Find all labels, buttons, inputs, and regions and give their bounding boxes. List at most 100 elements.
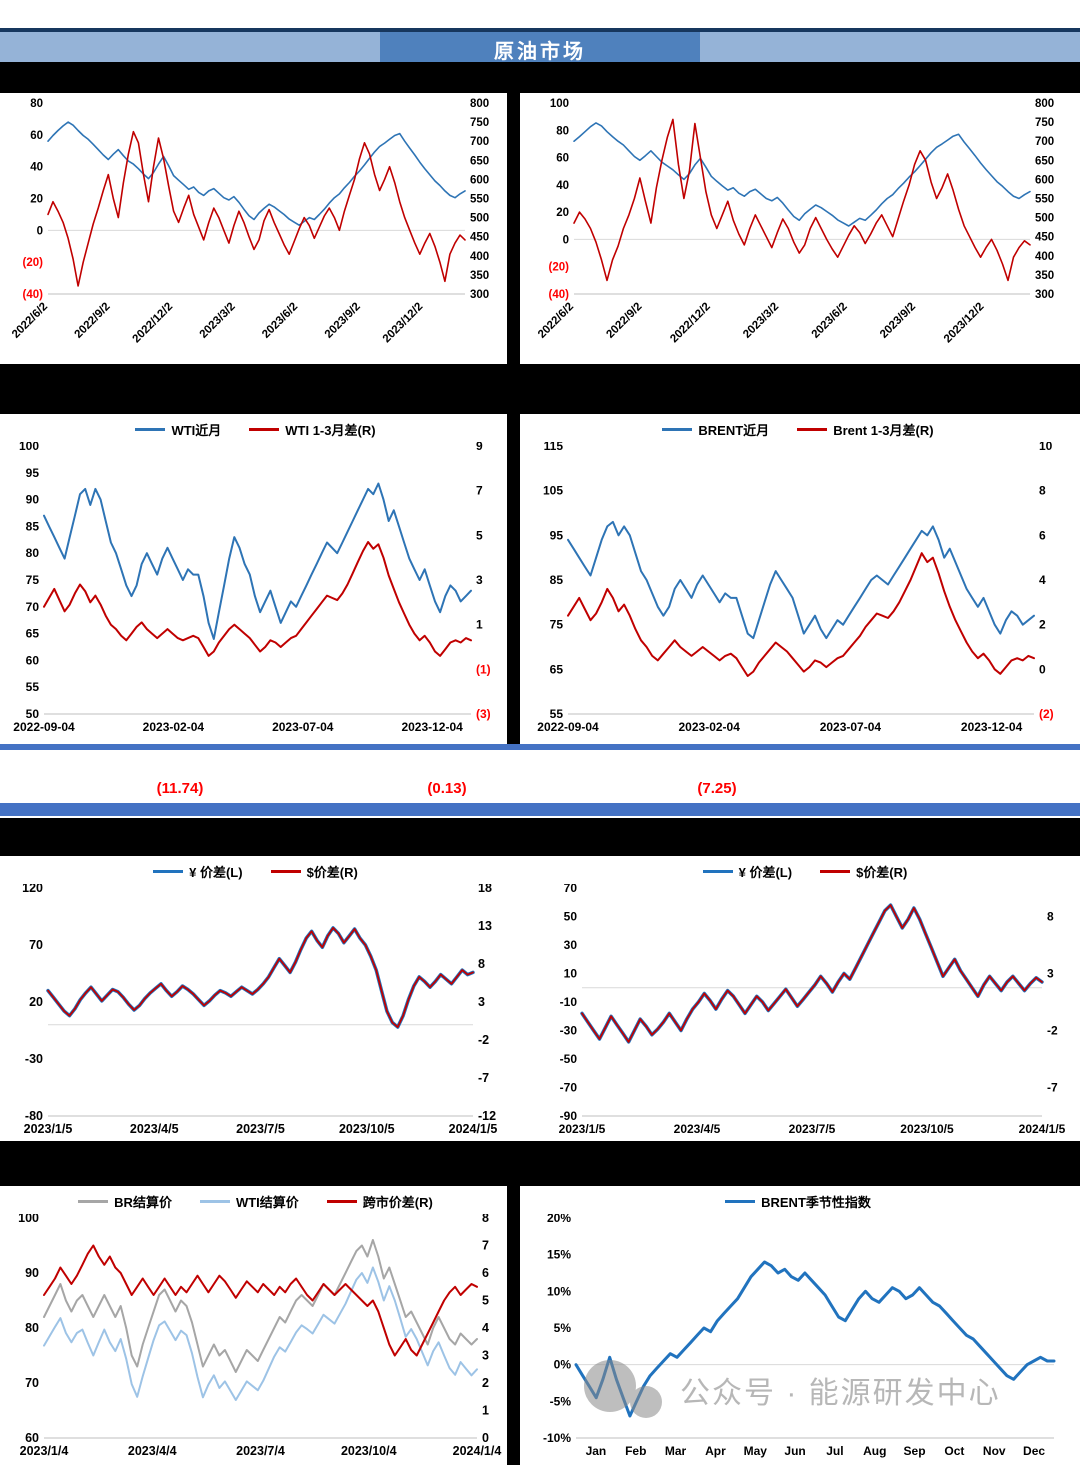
svg-text:2024/1/5: 2024/1/5 bbox=[449, 1122, 498, 1136]
svg-text:2023-02-04: 2023-02-04 bbox=[143, 720, 205, 734]
legend-item: ¥ 价差(L) bbox=[702, 862, 792, 881]
chart-plot: 100 95 90 85 80 75 70 65 60 55 50 9 7 5 3 1 (1) (3) 2022-0… bbox=[4, 442, 507, 740]
svg-text:2023/1/4: 2023/1/4 bbox=[20, 1444, 69, 1458]
svg-text:2023/10/5: 2023/10/5 bbox=[900, 1122, 954, 1136]
chart-legend: BRENT近月 Brent 1-3月差(R) bbox=[520, 416, 1076, 442]
svg-text:90: 90 bbox=[26, 493, 40, 507]
legend-label: WTI 1-3月差(R) bbox=[285, 422, 376, 438]
chart-svg: 100 80 60 40 20 0 (20) (40) 800 750 700 650 600 550 50… bbox=[536, 98, 1054, 346]
svg-text:2022/12/2: 2022/12/2 bbox=[131, 301, 176, 346]
legend-line-swatch bbox=[153, 869, 184, 873]
chart-panel-yuan-usd-spread-2: ¥ 价差(L) $价差(R) 70 50 30 10 -10 -30 -50 -70 -90 8 3 -… bbox=[534, 858, 1076, 1140]
legend-label: Brent 1-3月差(R) bbox=[833, 422, 934, 438]
svg-text:2023/4/5: 2023/4/5 bbox=[674, 1122, 721, 1136]
svg-text:6: 6 bbox=[482, 1266, 489, 1280]
legend-item: ¥ 价差(L) bbox=[153, 862, 243, 881]
legend-line-swatch bbox=[78, 1199, 109, 1203]
svg-text:-70: -70 bbox=[560, 1081, 578, 1095]
chart-svg: 1009590858075706560555097531(1)(3)2022-0… bbox=[13, 442, 490, 734]
svg-text:80: 80 bbox=[30, 98, 43, 110]
svg-text:10: 10 bbox=[564, 967, 578, 981]
svg-text:60: 60 bbox=[26, 653, 40, 667]
svg-text:18: 18 bbox=[478, 884, 492, 895]
svg-text:650: 650 bbox=[1035, 155, 1054, 167]
svg-text:20%: 20% bbox=[547, 1214, 571, 1225]
chart-panel-brent-month-spread: BRENT近月 Brent 1-3月差(R) 115 105 95 85 75 65 55 10… bbox=[520, 416, 1076, 740]
svg-text:60: 60 bbox=[556, 153, 569, 165]
chart-plot: 100 90 80 70 60 8 7 6 5 4 3 2 1 0 2023/1/4 2023/4/4 2023… bbox=[4, 1214, 507, 1462]
svg-text:2023/12/2: 2023/12/2 bbox=[381, 301, 426, 346]
legend-line-swatch bbox=[702, 869, 733, 873]
svg-text:7: 7 bbox=[482, 1239, 489, 1253]
svg-text:-5%: -5% bbox=[550, 1394, 572, 1408]
svg-text:(40): (40) bbox=[549, 289, 570, 301]
chart-svg: 20% 15% 10% 5% 0% -5% -10% Jan Feb Mar Apr May Jun Ju… bbox=[543, 1214, 1056, 1458]
svg-text:105: 105 bbox=[543, 484, 563, 498]
legend-label: WTI近月 bbox=[171, 422, 222, 438]
svg-text:55: 55 bbox=[550, 707, 564, 721]
chart-svg: 115 105 95 85 75 65 55 10 8 6 4 2 0 (2) 2022-09-04 2023… bbox=[537, 442, 1053, 734]
svg-text:65: 65 bbox=[550, 662, 564, 676]
svg-text:550: 550 bbox=[1035, 194, 1054, 206]
chart-panel-wti-month-spread: WTI近月 WTI 1-3月差(R) 100 95 90 85 80 75 70 65 60 55 5… bbox=[4, 416, 507, 740]
svg-text:65: 65 bbox=[26, 627, 40, 641]
legend-item: BRENT近月 bbox=[662, 420, 769, 439]
chart-svg: 120 70 20 -30 -80 18 13 8 3 -2 -7 -12 2023/1/5 2023/4… bbox=[22, 884, 498, 1136]
svg-text:750: 750 bbox=[1035, 117, 1054, 129]
svg-text:May: May bbox=[744, 1444, 768, 1458]
page-title: 原油市场 bbox=[380, 32, 700, 66]
svg-text:0: 0 bbox=[482, 1431, 489, 1445]
svg-text:500: 500 bbox=[470, 213, 489, 225]
svg-text:10: 10 bbox=[1039, 442, 1053, 453]
chart-plot: 100 80 60 40 20 0 (20) (40) 800 750 700 650 600 550 50… bbox=[520, 95, 1076, 362]
svg-text:85: 85 bbox=[550, 573, 564, 587]
svg-text:13: 13 bbox=[478, 919, 492, 933]
chart-plot: 120 70 20 -30 -80 18 13 8 3 -2 -7 -12 2023/1/5 2023/4… bbox=[4, 884, 507, 1140]
svg-text:-7: -7 bbox=[1047, 1081, 1058, 1095]
svg-text:800: 800 bbox=[470, 98, 489, 110]
svg-text:40: 40 bbox=[30, 162, 43, 174]
svg-text:75: 75 bbox=[26, 573, 40, 587]
svg-text:600: 600 bbox=[470, 174, 489, 186]
legend-line-swatch bbox=[270, 869, 301, 873]
chart-panel-brent-seasonality: BRENT季节性指数 20% 15% 10% 5% 0% -5% -10% Jan Feb Mar… bbox=[520, 1188, 1076, 1462]
svg-text:20: 20 bbox=[30, 194, 43, 206]
chart-panel-sc-price-spread: 80 60 40 20 0 (20) (40) 800 750 700 650 600 550 500 45… bbox=[4, 95, 507, 362]
svg-text:4: 4 bbox=[1039, 573, 1046, 587]
svg-text:-30: -30 bbox=[25, 1052, 43, 1066]
table-bottom-rule bbox=[0, 803, 1080, 816]
svg-text:-12: -12 bbox=[478, 1109, 496, 1123]
chart-svg: 100 90 80 70 60 8 7 6 5 4 3 2 1 0 2023/1/4 2023/4/4 2023… bbox=[18, 1214, 502, 1458]
svg-text:80: 80 bbox=[25, 1321, 39, 1335]
svg-text:2023/9/2: 2023/9/2 bbox=[323, 301, 363, 341]
svg-text:2023-07-04: 2023-07-04 bbox=[272, 720, 334, 734]
legend-label: $价差(R) bbox=[856, 864, 908, 880]
svg-text:0: 0 bbox=[37, 225, 43, 237]
legend-item: $价差(R) bbox=[270, 862, 358, 881]
svg-text:55: 55 bbox=[26, 680, 40, 694]
legend-label: BRENT近月 bbox=[698, 422, 770, 438]
svg-text:3: 3 bbox=[476, 573, 483, 587]
svg-text:500: 500 bbox=[1035, 213, 1054, 225]
svg-text:-2: -2 bbox=[478, 1033, 489, 1047]
svg-text:2024/1/4: 2024/1/4 bbox=[453, 1444, 502, 1458]
svg-text:350: 350 bbox=[1035, 270, 1054, 282]
legend-line-swatch bbox=[797, 427, 828, 431]
legend-item: BRENT季节性指数 bbox=[725, 1192, 871, 1211]
svg-text:5: 5 bbox=[482, 1294, 489, 1308]
svg-text:40: 40 bbox=[556, 180, 569, 192]
chart-plot: 20% 15% 10% 5% 0% -5% -10% Jan Feb Mar Apr May Jun Ju… bbox=[520, 1214, 1076, 1462]
svg-text:2023/6/2: 2023/6/2 bbox=[260, 301, 300, 341]
separator-bar bbox=[0, 62, 1080, 93]
chart-plot: 80 60 40 20 0 (20) (40) 800 750 700 650 600 550 500 45… bbox=[4, 95, 507, 362]
table-top-rule bbox=[0, 744, 1080, 750]
svg-text:20: 20 bbox=[556, 207, 569, 219]
chart-legend: BRENT季节性指数 bbox=[520, 1188, 1076, 1214]
svg-text:650: 650 bbox=[470, 155, 489, 167]
svg-text:2023/6/2: 2023/6/2 bbox=[810, 301, 850, 341]
svg-text:2023/12/2: 2023/12/2 bbox=[942, 301, 987, 346]
svg-text:400: 400 bbox=[470, 251, 489, 263]
chart-panel-settlement-cross-market: BR结算价 WTI结算价 跨市价差(R) 100 90 80 70 60 8 7 6 5 4 3 2 1 0 2… bbox=[4, 1188, 507, 1462]
chart-legend: ¥ 价差(L) $价差(R) bbox=[4, 858, 507, 884]
chart-panel-brent-price-spread: 100 80 60 40 20 0 (20) (40) 800 750 700 650 600 550 50… bbox=[520, 95, 1076, 362]
